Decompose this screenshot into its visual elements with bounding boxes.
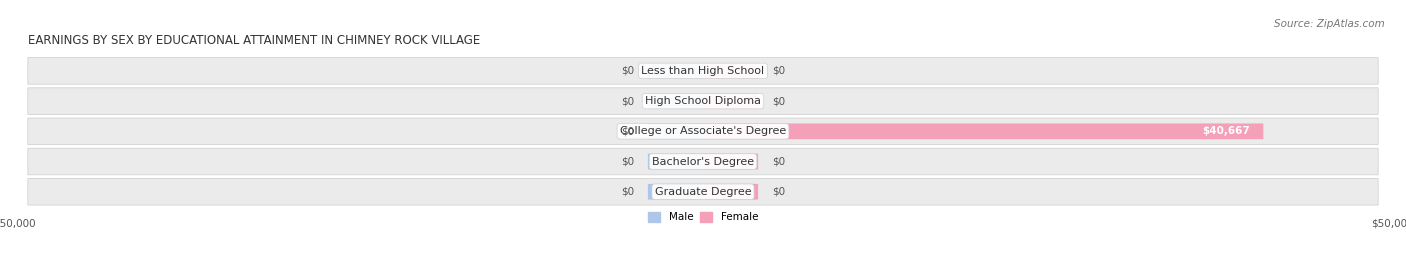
FancyBboxPatch shape xyxy=(648,93,703,109)
FancyBboxPatch shape xyxy=(703,93,758,109)
Text: College or Associate's Degree: College or Associate's Degree xyxy=(620,126,786,136)
Text: $0: $0 xyxy=(772,187,785,197)
FancyBboxPatch shape xyxy=(648,154,703,169)
Legend: Male, Female: Male, Female xyxy=(648,212,758,222)
FancyBboxPatch shape xyxy=(28,88,1378,114)
Text: $0: $0 xyxy=(772,157,785,166)
Text: High School Diploma: High School Diploma xyxy=(645,96,761,106)
Text: $0: $0 xyxy=(772,66,785,76)
Text: $0: $0 xyxy=(772,96,785,106)
Text: $0: $0 xyxy=(621,96,634,106)
Text: $40,667: $40,667 xyxy=(1202,126,1250,136)
Text: Source: ZipAtlas.com: Source: ZipAtlas.com xyxy=(1274,19,1385,29)
Text: Graduate Degree: Graduate Degree xyxy=(655,187,751,197)
Text: $0: $0 xyxy=(621,66,634,76)
FancyBboxPatch shape xyxy=(28,178,1378,205)
Text: $0: $0 xyxy=(621,187,634,197)
FancyBboxPatch shape xyxy=(648,184,703,200)
FancyBboxPatch shape xyxy=(703,124,1264,139)
Text: $0: $0 xyxy=(621,126,634,136)
Text: EARNINGS BY SEX BY EDUCATIONAL ATTAINMENT IN CHIMNEY ROCK VILLAGE: EARNINGS BY SEX BY EDUCATIONAL ATTAINMEN… xyxy=(28,34,479,47)
FancyBboxPatch shape xyxy=(28,148,1378,175)
FancyBboxPatch shape xyxy=(28,58,1378,84)
FancyBboxPatch shape xyxy=(703,154,758,169)
Text: Bachelor's Degree: Bachelor's Degree xyxy=(652,157,754,166)
Text: $0: $0 xyxy=(621,157,634,166)
Text: Less than High School: Less than High School xyxy=(641,66,765,76)
FancyBboxPatch shape xyxy=(648,124,703,139)
FancyBboxPatch shape xyxy=(648,63,703,79)
FancyBboxPatch shape xyxy=(703,63,758,79)
FancyBboxPatch shape xyxy=(703,184,758,200)
FancyBboxPatch shape xyxy=(28,118,1378,145)
